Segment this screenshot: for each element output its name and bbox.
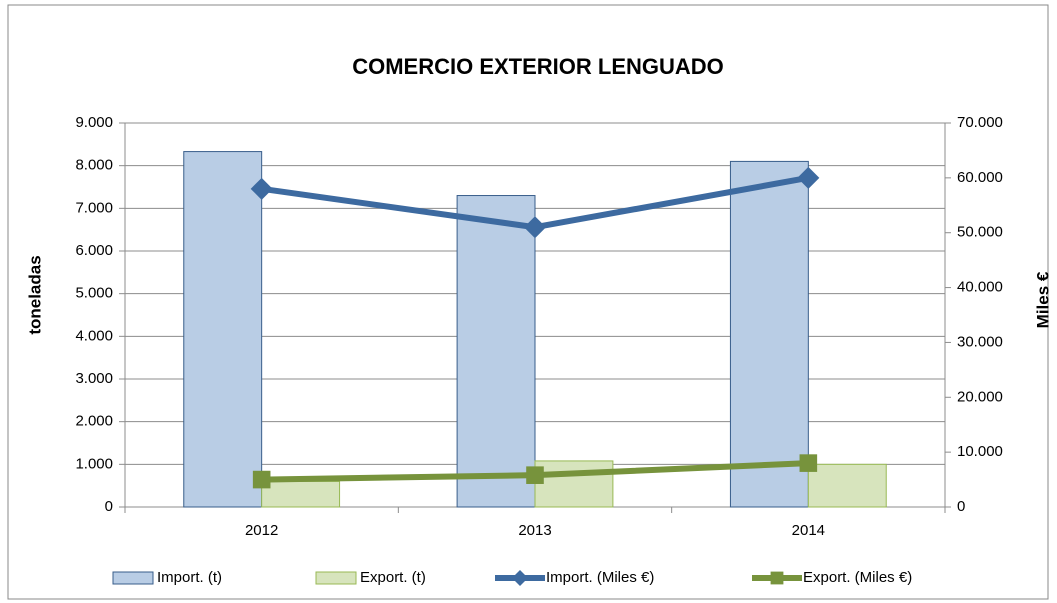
x-tick-label: 2014 bbox=[792, 522, 825, 539]
y-tick-label: 8.000 bbox=[75, 157, 113, 174]
y-tick-label: 6.000 bbox=[75, 242, 113, 259]
x-tick-label: 2012 bbox=[245, 522, 278, 539]
legend-label: Export. (t) bbox=[360, 569, 426, 586]
bar bbox=[534, 460, 614, 508]
y-tick-label: 3.000 bbox=[75, 370, 113, 387]
y2-tick-label: 30.000 bbox=[957, 333, 1003, 350]
legend-swatch bbox=[315, 571, 357, 585]
legend-label: Import. (t) bbox=[157, 569, 222, 586]
y2-tick-label: 40.000 bbox=[957, 279, 1003, 296]
chart-title: COMERCIO EXTERIOR LENGUADO bbox=[352, 54, 724, 79]
bar bbox=[807, 463, 887, 508]
y-tick-label: 1.000 bbox=[75, 455, 113, 472]
line-marker bbox=[799, 454, 818, 472]
y-tick-label: 0 bbox=[105, 498, 113, 515]
line-marker bbox=[524, 216, 546, 239]
y-tick-label: 2.000 bbox=[75, 413, 113, 430]
line-marker bbox=[797, 166, 820, 189]
line-marker bbox=[526, 466, 544, 484]
bar bbox=[456, 195, 536, 508]
y2-tick-label: 70.000 bbox=[957, 114, 1003, 131]
line-marker bbox=[250, 177, 273, 200]
y-axis-title: toneladas bbox=[25, 255, 44, 334]
legend-swatch bbox=[112, 571, 154, 585]
y2-tick-label: 0 bbox=[957, 498, 965, 515]
y-tick-label: 5.000 bbox=[75, 285, 113, 302]
bar bbox=[261, 480, 341, 508]
y-tick-label: 4.000 bbox=[75, 327, 113, 344]
y2-tick-label: 20.000 bbox=[957, 388, 1003, 405]
y2-axis-title: Miles € bbox=[1033, 271, 1052, 328]
y2-tick-label: 60.000 bbox=[957, 169, 1003, 186]
y2-tick-label: 10.000 bbox=[957, 443, 1003, 460]
y-tick-label: 7.000 bbox=[75, 199, 113, 216]
legend-marker bbox=[512, 570, 528, 586]
y2-tick-label: 50.000 bbox=[957, 224, 1003, 241]
bar bbox=[729, 160, 809, 508]
legend-marker bbox=[770, 571, 784, 585]
legend-label: Import. (Miles €) bbox=[546, 569, 654, 586]
x-tick-label: 2013 bbox=[518, 522, 551, 539]
y-tick-label: 9.000 bbox=[75, 114, 113, 131]
bar bbox=[183, 151, 263, 508]
line-marker bbox=[252, 470, 271, 489]
legend-label: Export. (Miles €) bbox=[803, 569, 912, 586]
